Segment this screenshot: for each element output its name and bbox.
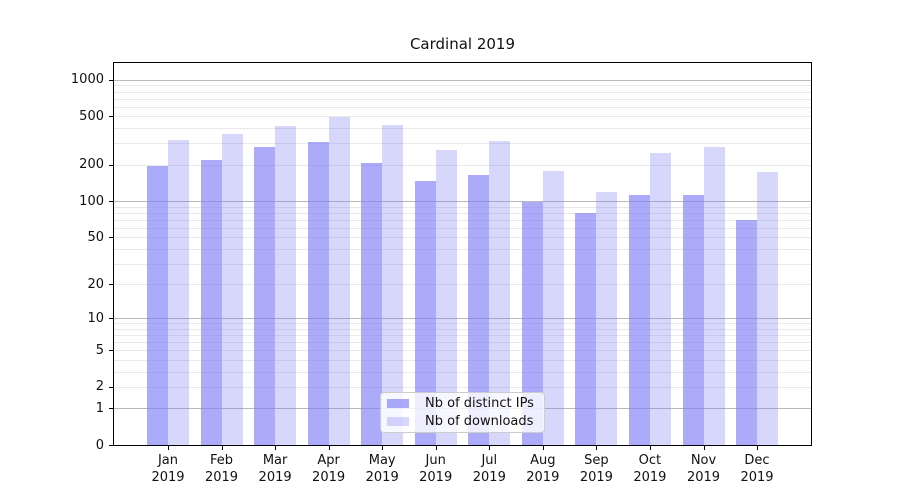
legend-label-downloads: Nb of downloads <box>425 413 534 429</box>
legend-swatch-distinct-ips <box>387 399 409 409</box>
x-tick-line: Apr <box>317 453 340 468</box>
x-tick-label: Sep 2019 <box>564 452 628 486</box>
x-tick-label: Feb 2019 <box>190 452 254 486</box>
x-tick-mark <box>275 446 277 450</box>
x-tick-line: 2019 <box>526 470 560 485</box>
legend-item-downloads: Nb of downloads <box>387 413 538 431</box>
x-tick-line: Dec <box>744 453 770 468</box>
x-tick-line: 2019 <box>740 470 774 485</box>
x-tick-mark <box>328 446 330 450</box>
x-tick-mark <box>649 446 651 450</box>
x-tick-line: Jan <box>157 453 179 468</box>
x-tick-label: Dec 2019 <box>725 452 789 486</box>
x-tick-label: Oct 2019 <box>618 452 682 486</box>
x-tick-line: Mar <box>262 453 288 468</box>
legend-swatch-downloads <box>387 416 409 426</box>
chart-title: Cardinal 2019 <box>409 35 516 53</box>
x-tick-line: 2019 <box>258 470 292 485</box>
x-tick-mark <box>489 446 491 450</box>
x-tick-line: May <box>368 453 396 468</box>
x-tick-label: Mar 2019 <box>243 452 307 486</box>
legend-item-distinct-ips: Nb of distinct IPs <box>387 395 538 413</box>
x-tick-line: 2019 <box>579 470 613 485</box>
x-tick-label: Apr 2019 <box>297 452 361 486</box>
x-tick-label: Jul 2019 <box>457 452 521 486</box>
y-tick-label: 2 <box>95 379 104 395</box>
x-tick-mark <box>703 446 705 450</box>
x-tick-line: 2019 <box>472 470 506 485</box>
x-tick-line: 2019 <box>419 470 453 485</box>
y-tick-label: 0 <box>95 437 104 453</box>
x-tick-line: Oct <box>638 453 662 468</box>
x-tick-mark <box>382 446 384 450</box>
legend-label-distinct-ips: Nb of distinct IPs <box>425 396 534 412</box>
x-tick-line: Jun <box>425 453 446 468</box>
y-tick-label: 1 <box>95 400 104 416</box>
x-tick-mark <box>596 446 598 450</box>
x-tick-line: Sep <box>584 453 609 468</box>
y-tick-label: 1000 <box>70 72 104 88</box>
x-tick-line: 2019 <box>633 470 667 485</box>
x-tick-line: Feb <box>209 453 234 468</box>
x-tick-mark <box>757 446 758 450</box>
y-tick-label: 20 <box>87 276 104 292</box>
x-tick-line: Nov <box>690 453 717 468</box>
x-tick-label: May 2019 <box>350 452 414 486</box>
x-tick-line: 2019 <box>151 470 185 485</box>
x-tick-line: 2019 <box>204 470 239 485</box>
x-tick-mark <box>542 446 544 450</box>
x-tick-mark <box>221 446 223 450</box>
x-tick-label: Jan 2019 <box>136 452 200 486</box>
plot-area <box>113 62 812 446</box>
y-tick-label: 10 <box>87 310 104 326</box>
x-tick-line: 2019 <box>365 470 399 485</box>
y-tick-label: 200 <box>79 157 104 173</box>
x-tick-mark <box>168 446 169 450</box>
y-tick-label: 5 <box>95 342 104 358</box>
legend: Nb of distinct IPs Nb of downloads <box>380 392 545 433</box>
y-tick-label: 50 <box>87 229 104 245</box>
x-tick-label: Aug 2019 <box>511 452 575 486</box>
y-tick-label: 100 <box>79 193 104 209</box>
y-tick-label: 500 <box>79 108 104 124</box>
x-tick-line: 2019 <box>312 470 346 485</box>
x-tick-label: Jun 2019 <box>404 452 468 486</box>
x-tick-line: 2019 <box>686 470 721 485</box>
x-tick-mark <box>435 446 437 450</box>
x-tick-line: Aug <box>530 453 556 468</box>
x-tick-line: Jul <box>481 453 498 468</box>
x-tick-label: Nov 2019 <box>672 452 736 486</box>
